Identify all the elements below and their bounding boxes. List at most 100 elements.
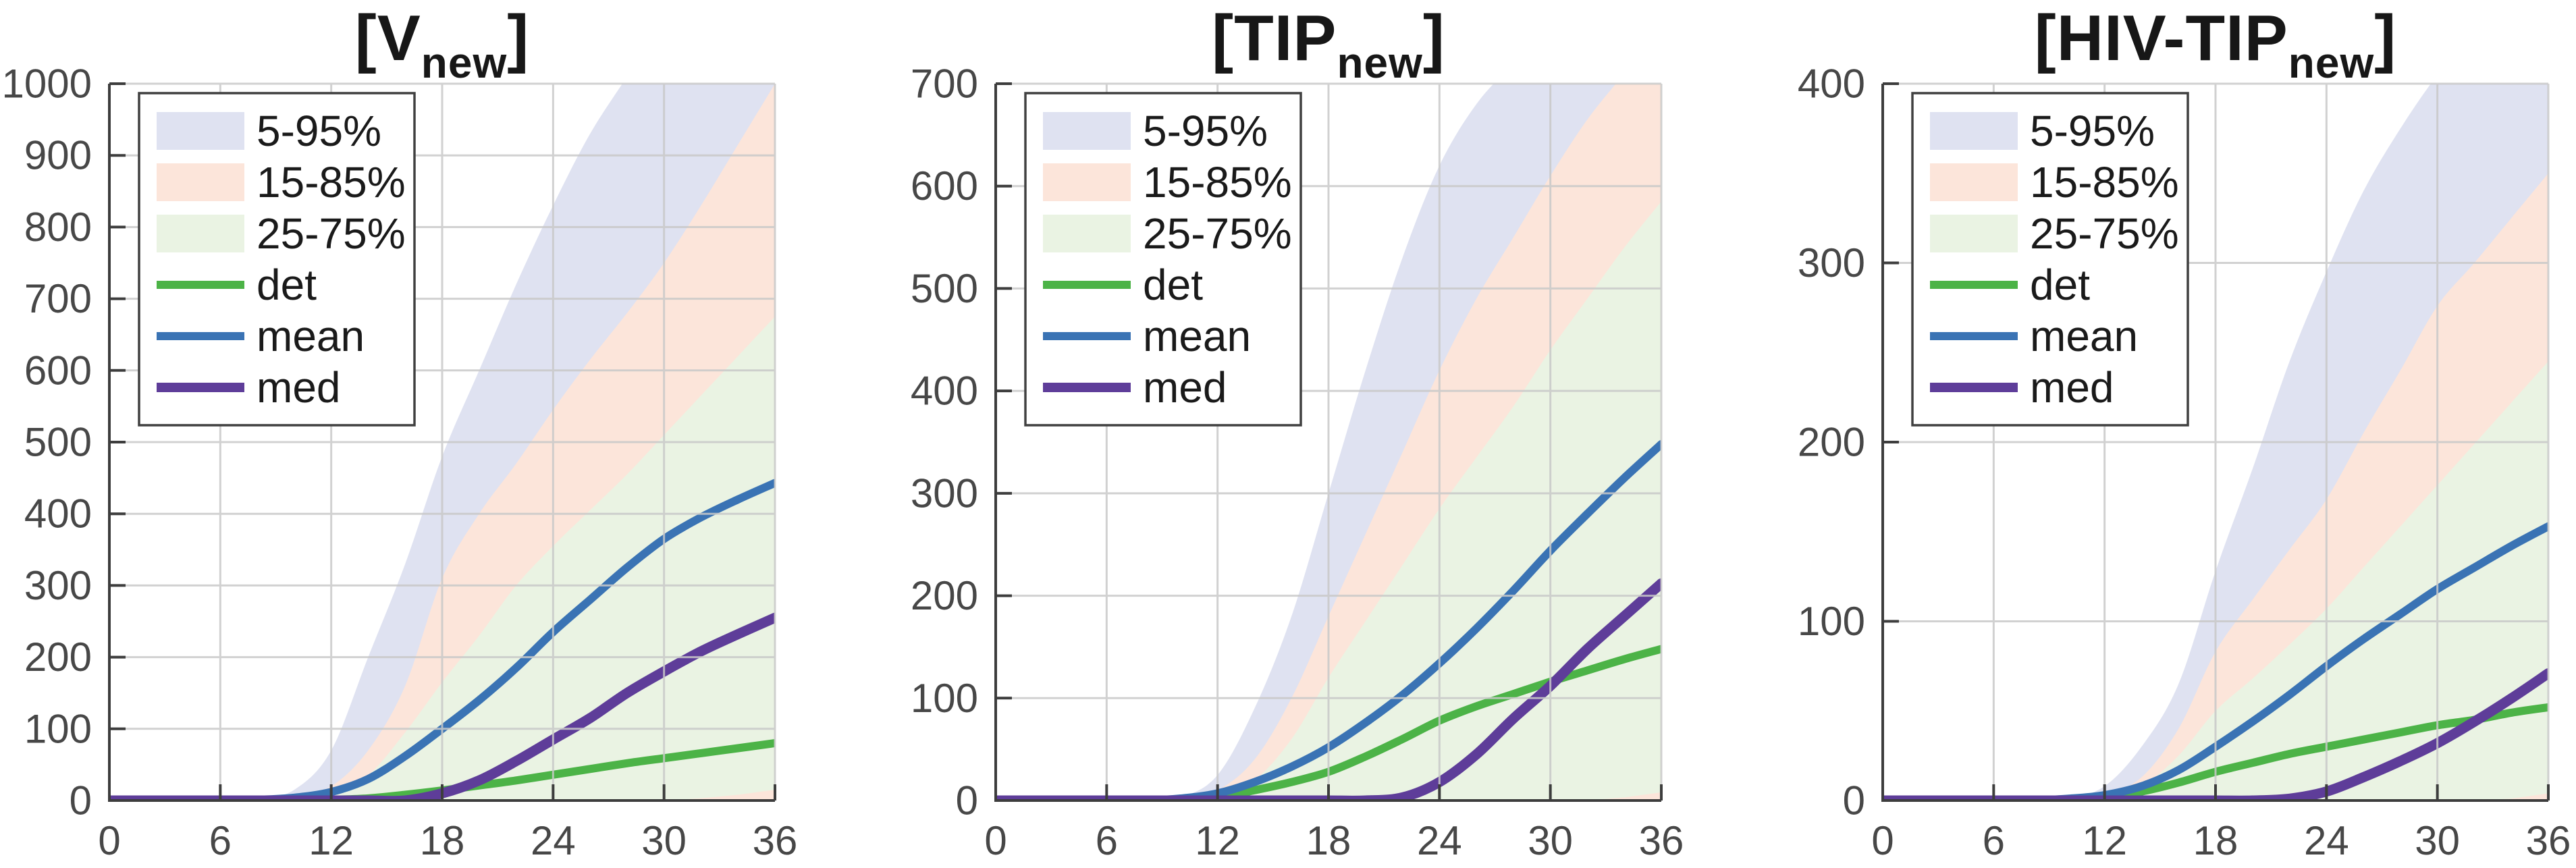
legend-item-mean: mean <box>157 312 365 360</box>
y-tick-label: 0 <box>70 778 92 823</box>
legend-item-25-75: 25-75% <box>157 209 406 258</box>
legend-label: det <box>257 261 317 309</box>
title-text: [V <box>354 2 421 74</box>
axes <box>108 82 776 802</box>
chart-v-new: 0 100 200 300 400 500 600 700 800 900 1000 0 6 12 18 24… <box>2 61 798 864</box>
y-tick-label: 200 <box>911 573 978 618</box>
x-tick-label: 12 <box>1195 818 1240 863</box>
legend-swatch-15-85 <box>157 163 244 201</box>
legend-item-med: med <box>1930 363 2114 412</box>
legend-label: 15-85% <box>257 158 406 207</box>
legend-label: mean <box>2030 312 2138 360</box>
title-subscript: new <box>421 38 508 87</box>
y-tick-label: 300 <box>24 563 92 608</box>
legend-swatch-25-75 <box>157 215 244 252</box>
title-text: [TIP <box>1212 2 1337 74</box>
y-tick-label: 400 <box>911 369 978 414</box>
y-tick-label: 700 <box>24 276 92 321</box>
legend-item-med: med <box>157 363 341 412</box>
y-tick-label: 100 <box>1798 599 1865 644</box>
legend-swatch-15-85 <box>1930 163 2018 201</box>
title-subscript: new <box>1337 38 1423 87</box>
legend-item-15-85: 15-85% <box>157 158 406 207</box>
y-tick-label: 1000 <box>2 61 92 107</box>
x-tick-label: 30 <box>641 818 687 863</box>
chart-title-tip-new: [TIPnew] <box>996 1 1661 87</box>
x-tick-label: 30 <box>2415 818 2460 863</box>
x-tick-label: 6 <box>1983 818 2005 863</box>
chart-title-v-new: [Vnew] <box>109 1 775 87</box>
x-tick-label: 0 <box>984 818 1007 863</box>
y-tick-label: 200 <box>1798 420 1865 465</box>
x-tick-label: 6 <box>1096 818 1118 863</box>
series-mean <box>996 440 1661 801</box>
legend-label: mean <box>1143 312 1251 360</box>
y-tick-label: 300 <box>911 470 978 516</box>
x-tick-label: 36 <box>2526 818 2571 863</box>
chart-tip-new: 0 100 200 300 400 500 600 700 0 6 12 18 24 30 36 5-95%1… <box>911 61 1684 864</box>
legend-label: med <box>2030 363 2114 412</box>
y-tick-label: 500 <box>911 266 978 311</box>
x-tick-label: 36 <box>1639 818 1684 863</box>
legend-item-mean: mean <box>1043 312 1251 360</box>
tick-labels: 0 100 200 300 400 500 600 700 0 6 12 18 24 30 36 <box>911 61 1684 864</box>
legend-item-mean: mean <box>1930 312 2138 360</box>
legend-label: 15-85% <box>1143 158 1292 207</box>
legend-item-5-95: 5-95% <box>1930 107 2155 155</box>
x-tick-label: 18 <box>1306 818 1351 863</box>
legend-label: 15-85% <box>2030 158 2179 207</box>
series-med <box>1883 668 2548 801</box>
legend-swatch-25-75 <box>1930 215 2018 252</box>
x-tick-label: 0 <box>98 818 120 863</box>
y-tick-label: 500 <box>24 420 92 465</box>
y-tick-label: 100 <box>24 706 92 751</box>
tick-labels: 0 100 200 300 400 0 6 12 18 24 30 36 <box>1798 61 2571 864</box>
chart-hiv-tip-new: 0 100 200 300 400 0 6 12 18 24 30 36 5-95%15-85%25-7… <box>1798 61 2571 864</box>
legend-label: 5-95% <box>1143 107 1268 155</box>
y-tick-label: 400 <box>1798 61 1865 107</box>
legend-item-5-95: 5-95% <box>157 107 381 155</box>
x-tick-label: 24 <box>2304 818 2349 863</box>
y-tick-label: 400 <box>24 491 92 537</box>
y-tick-label: 700 <box>911 61 978 107</box>
band-25-75 <box>109 317 775 801</box>
legend-swatch-5-95 <box>1930 112 2018 150</box>
legend-item-det: det <box>1930 261 2090 309</box>
y-tick-label: 600 <box>911 163 978 209</box>
legend-label: 25-75% <box>257 209 406 258</box>
x-tick-label: 12 <box>308 818 354 863</box>
y-tick-label: 800 <box>24 205 92 250</box>
legend-label: 5-95% <box>2030 107 2155 155</box>
legend-item-15-85: 15-85% <box>1043 158 1292 207</box>
title-bracket: ] <box>1422 2 1445 74</box>
x-tick-label: 6 <box>209 818 232 863</box>
legend-item-25-75: 25-75% <box>1043 209 1292 258</box>
legend-item-5-95: 5-95% <box>1043 107 1268 155</box>
x-tick-label: 30 <box>1528 818 1573 863</box>
legend-item-det: det <box>157 261 317 309</box>
y-tick-label: 100 <box>911 676 978 721</box>
x-tick-label: 36 <box>753 818 798 863</box>
title-bracket: ] <box>507 2 530 74</box>
x-tick-label: 18 <box>2193 818 2238 863</box>
legend-label: det <box>2030 261 2090 309</box>
title-bracket: ] <box>2374 2 2397 74</box>
legend-item-med: med <box>1043 363 1227 412</box>
band-25-75 <box>996 201 1661 801</box>
chart-title-hiv-tip-new: [HIV-TIPnew] <box>1883 1 2548 87</box>
legend-swatch-15-85 <box>1043 163 1131 201</box>
legend-swatch-25-75 <box>1043 215 1131 252</box>
legend-label: med <box>1143 363 1227 412</box>
tick-labels: 0 100 200 300 400 500 600 700 800 900 1000 0 6 12 18 24… <box>2 61 798 864</box>
legend-item-det: det <box>1043 261 1203 309</box>
legend-label: mean <box>257 312 365 360</box>
legend-label: 25-75% <box>1143 209 1292 258</box>
y-tick-label: 0 <box>956 778 978 823</box>
legend-label: 25-75% <box>2030 209 2179 258</box>
y-tick-label: 900 <box>24 133 92 178</box>
x-tick-label: 24 <box>1417 818 1462 863</box>
legend-label: 5-95% <box>257 107 381 155</box>
